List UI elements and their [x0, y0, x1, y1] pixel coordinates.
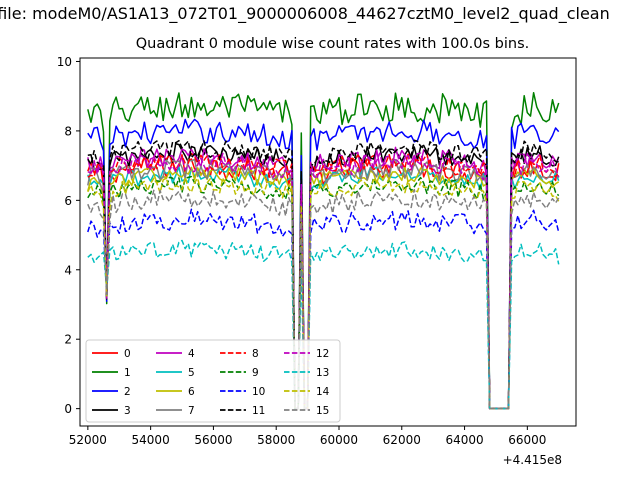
legend-label-0: 0	[124, 348, 131, 360]
x-tick-label: 60000	[320, 433, 358, 447]
x-tick-label: 66000	[508, 433, 546, 447]
legend-label-7: 7	[188, 405, 195, 417]
y-tick-label: 4	[64, 263, 72, 277]
legend-label-5: 5	[188, 367, 195, 379]
legend-label-2: 2	[124, 386, 131, 398]
series-line-2	[87, 118, 560, 410]
x-tick-label: 62000	[383, 433, 421, 447]
x-tick-label: 52000	[69, 433, 107, 447]
x-tick-label: 58000	[257, 433, 295, 447]
legend-label-8: 8	[252, 348, 259, 360]
series-line-12	[87, 152, 560, 410]
chart-title: Quadrant 0 module wise count rates with …	[135, 36, 530, 52]
x-tick-label: 64000	[445, 433, 483, 447]
y-tick-label: 2	[64, 333, 72, 347]
series-line-1	[87, 91, 560, 410]
y-tick-label: 8	[64, 124, 72, 138]
series-layer	[87, 91, 560, 410]
y-tick-label: 6	[64, 194, 72, 208]
x-tick-label: 54000	[132, 433, 170, 447]
x-tick-label: 56000	[194, 433, 232, 447]
legend-label-6: 6	[188, 386, 195, 398]
legend-label-10: 10	[252, 386, 265, 398]
x-offset-label: +4.415e8	[503, 453, 562, 467]
legend-label-15: 15	[316, 405, 329, 417]
legend-label-12: 12	[316, 348, 329, 360]
y-tick-label: 10	[57, 55, 72, 69]
series-line-13	[87, 239, 560, 410]
ticks-layer: 52000 54000 56000 58000 60000 62000 64000 66000…	[57, 55, 547, 447]
series-line-7	[87, 158, 560, 410]
legend-label-1: 1	[124, 367, 131, 379]
figure-suptitle: n file: modeM0/AS1A13_072T01_9000006008_…	[0, 4, 610, 23]
legend-box	[85, 339, 341, 423]
axes-frame	[79, 57, 577, 427]
legend-label-13: 13	[316, 367, 329, 379]
series-line-11	[87, 139, 559, 410]
legend-label-4: 4	[188, 348, 195, 360]
legend-label-14: 14	[316, 386, 330, 398]
series-line-8	[87, 151, 560, 410]
series-line-15	[87, 188, 560, 410]
legend-label-11: 11	[252, 405, 265, 417]
legend-label-9: 9	[252, 367, 259, 379]
legend-label-3: 3	[124, 405, 131, 417]
y-tick-label: 0	[64, 402, 72, 416]
